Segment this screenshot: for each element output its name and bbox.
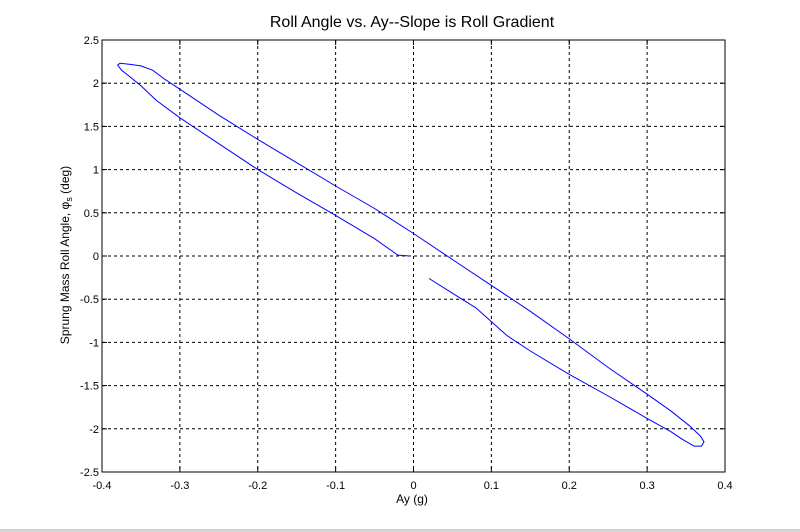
x-axis-label: Ay (g): [396, 492, 428, 506]
y-tick-label: 0: [93, 251, 99, 263]
grid: [101, 39, 726, 473]
y-tick-labels: -2.5 -2 -1.5 -1 -0.5 0 0.5 1 1.5 2 2.5: [80, 35, 99, 479]
x-tick-label: 0: [410, 480, 416, 492]
y-axis-label-symbol: φ: [58, 201, 72, 209]
x-tick-label: 0.4: [717, 480, 732, 492]
x-tick-label: -0.1: [326, 480, 345, 492]
x-tick-label: -0.3: [170, 480, 189, 492]
x-tick-label: -0.4: [93, 480, 112, 492]
y-tick-label: -2: [89, 424, 99, 436]
x-tick-labels: -0.4 -0.3 -0.2 -0.1 0 0.1 0.2 0.3 0.4: [93, 480, 733, 492]
y-tick-label: 2.5: [84, 35, 99, 47]
y-axis-label-subscript: s: [64, 197, 74, 202]
x-tick-label: 0.3: [639, 480, 654, 492]
x-tick-label: 0.2: [562, 480, 577, 492]
window-bottom-border: [0, 529, 800, 532]
y-tick-label: 0.5: [84, 208, 99, 220]
y-tick-label: -1.5: [80, 381, 99, 393]
chart-title: Roll Angle vs. Ay--Slope is Roll Gradien…: [270, 14, 555, 31]
tick-marks: [101, 39, 726, 473]
y-tick-label: 1.5: [84, 121, 99, 133]
y-tick-label: 1: [93, 165, 99, 177]
x-tick-label: -0.2: [248, 480, 267, 492]
roll-angle-series-line: [117, 62, 705, 447]
x-tick-label: 0.1: [484, 480, 499, 492]
y-tick-label: 2: [93, 78, 99, 90]
y-tick-label: -2.5: [80, 467, 99, 479]
y-axis-label-text: Sprung Mass Roll Angle,: [58, 209, 72, 344]
y-tick-label: -0.5: [80, 294, 99, 306]
data-line-layer: [117, 62, 705, 447]
y-axis-label: Sprung Mass Roll Angle, φs (deg): [58, 166, 74, 344]
y-tick-label: -1: [89, 337, 99, 349]
y-axis-label-unit: (deg): [58, 166, 72, 197]
